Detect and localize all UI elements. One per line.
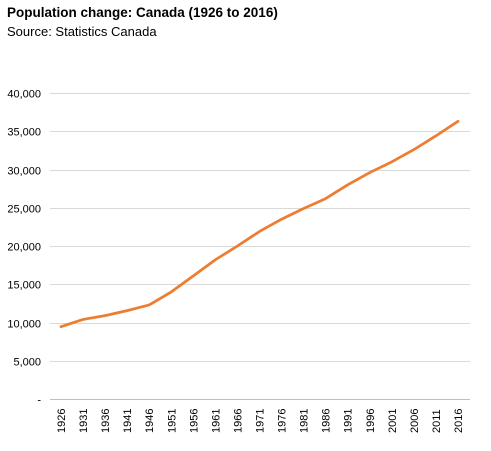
y-tick-label: 30,000 <box>7 166 41 178</box>
chart-subtitle: Source: Statistics Canada <box>7 24 157 39</box>
y-tick-label: 25,000 <box>7 204 41 216</box>
x-tick-label: 1951 <box>166 409 178 433</box>
x-tick-label: 2011 <box>431 409 443 433</box>
series-layer <box>59 119 460 329</box>
y-axis-tick-labels: - 5,000 10,000 15,000 20,000 25,000 30,000 35,0… <box>7 89 41 407</box>
series-line <box>59 119 460 329</box>
x-tick-label: 1991 <box>343 409 355 433</box>
x-tick-label: 2001 <box>387 409 399 433</box>
y-tick-label: 15,000 <box>7 280 41 292</box>
x-tick-label: 1996 <box>365 409 377 433</box>
gridlines <box>50 93 470 400</box>
x-tick-label: 1936 <box>100 409 112 433</box>
y-tick-label: 35,000 <box>7 127 41 139</box>
x-tick-label: 1956 <box>188 409 200 433</box>
x-tick-label: 1966 <box>232 409 244 433</box>
y-tick-label: 40,000 <box>7 89 41 101</box>
x-tick-label: 1971 <box>255 409 267 433</box>
chart-title: Population change: Canada (1926 to 2016) <box>7 5 278 20</box>
x-tick-label: 1941 <box>122 409 134 433</box>
x-tick-label: 2016 <box>453 409 465 433</box>
y-tick-label: - <box>37 395 41 407</box>
x-tick-label: 1926 <box>56 409 68 433</box>
x-axis-tick-labels: 1926 1931 1936 1941 1946 1951 1956 1961 1966 1971… <box>56 409 465 433</box>
x-tick-label: 2006 <box>409 409 421 433</box>
x-tick-label: 1946 <box>144 409 156 433</box>
x-tick-label: 1931 <box>78 409 90 433</box>
y-tick-label: 5,000 <box>13 357 41 369</box>
x-tick-label: 1976 <box>277 409 289 433</box>
x-tick-label: 1986 <box>321 409 333 433</box>
x-tick-label: 1981 <box>299 409 311 433</box>
x-tick-label: 1961 <box>210 409 222 433</box>
y-tick-label: 10,000 <box>7 319 41 331</box>
y-tick-label: 20,000 <box>7 242 41 254</box>
